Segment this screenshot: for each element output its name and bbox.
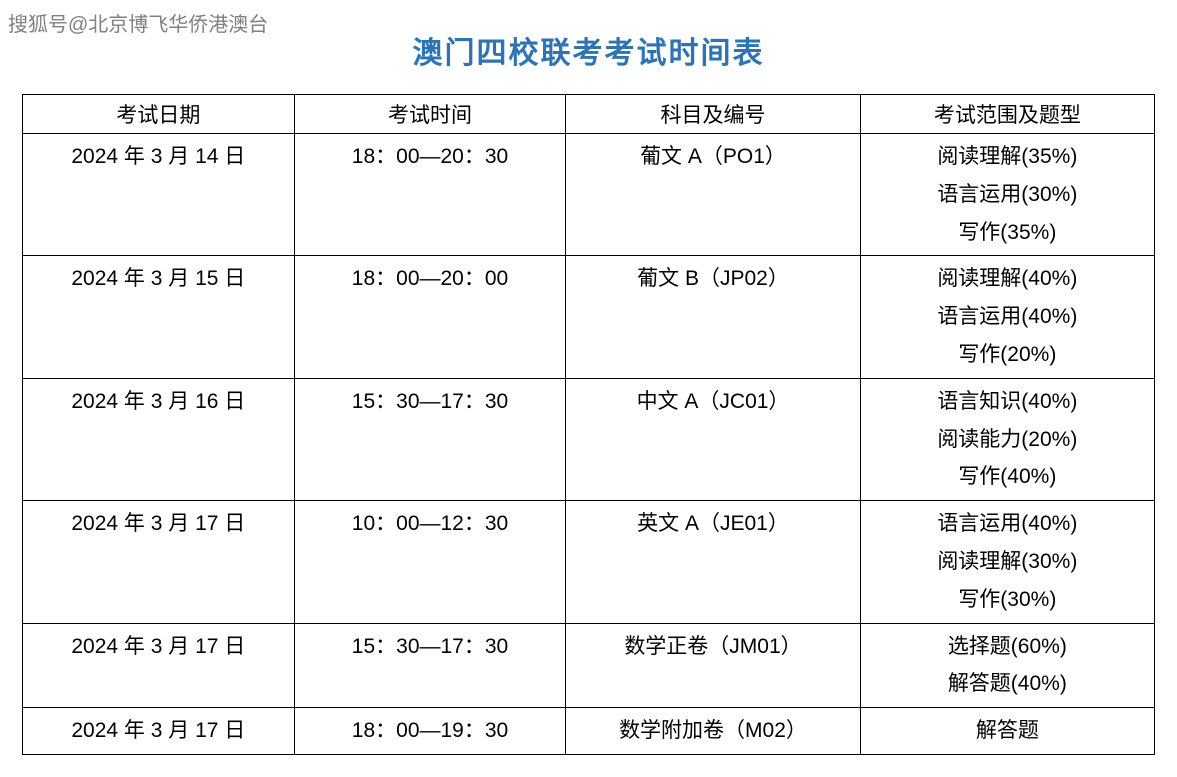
- cell-subject: 葡文 B（JP02）: [566, 256, 860, 378]
- cell-date: 2024 年 3 月 14 日: [23, 134, 295, 256]
- cell-subject: 数学正卷（JM01）: [566, 623, 860, 708]
- exam-schedule-table: 考试日期 考试时间 科目及编号 考试范围及题型 2024 年 3 月 14 日 …: [22, 94, 1155, 755]
- table-row: 2024 年 3 月 15 日 18：00—20：00 葡文 B（JP02） 阅…: [23, 256, 1155, 378]
- cell-subject: 中文 A（JC01）: [566, 378, 860, 500]
- watermark-text: 搜狐号@北京博飞华侨港澳台: [8, 8, 268, 37]
- cell-scope: 选择题(60%) 解答题(40%): [860, 623, 1154, 708]
- table-row: 2024 年 3 月 16 日 15：30—17：30 中文 A（JC01） 语…: [23, 378, 1155, 500]
- cell-time: 18：00—20：30: [294, 134, 566, 256]
- cell-scope: 语言知识(40%) 阅读能力(20%) 写作(40%): [860, 378, 1154, 500]
- header-subject: 科目及编号: [566, 95, 860, 134]
- table-container: 考试日期 考试时间 科目及编号 考试范围及题型 2024 年 3 月 14 日 …: [0, 94, 1177, 755]
- cell-scope: 语言运用(40%) 阅读理解(30%) 写作(30%): [860, 501, 1154, 623]
- header-time: 考试时间: [294, 95, 566, 134]
- cell-date: 2024 年 3 月 15 日: [23, 256, 295, 378]
- cell-subject: 数学附加卷（M02）: [566, 708, 860, 755]
- table-row: 2024 年 3 月 17 日 10：00—12：30 英文 A（JE01） 语…: [23, 501, 1155, 623]
- cell-time: 18：00—19：30: [294, 708, 566, 755]
- header-date: 考试日期: [23, 95, 295, 134]
- cell-date: 2024 年 3 月 16 日: [23, 378, 295, 500]
- table-header-row: 考试日期 考试时间 科目及编号 考试范围及题型: [23, 95, 1155, 134]
- cell-scope: 解答题: [860, 708, 1154, 755]
- cell-subject: 葡文 A（PO1）: [566, 134, 860, 256]
- table-row: 2024 年 3 月 14 日 18：00—20：30 葡文 A（PO1） 阅读…: [23, 134, 1155, 256]
- cell-date: 2024 年 3 月 17 日: [23, 623, 295, 708]
- cell-scope: 阅读理解(40%) 语言运用(40%) 写作(20%): [860, 256, 1154, 378]
- cell-time: 10：00—12：30: [294, 501, 566, 623]
- cell-time: 18：00—20：00: [294, 256, 566, 378]
- cell-time: 15：30—17：30: [294, 378, 566, 500]
- table-row: 2024 年 3 月 17 日 18：00—19：30 数学附加卷（M02） 解…: [23, 708, 1155, 755]
- cell-subject: 英文 A（JE01）: [566, 501, 860, 623]
- cell-scope: 阅读理解(35%) 语言运用(30%) 写作(35%): [860, 134, 1154, 256]
- cell-date: 2024 年 3 月 17 日: [23, 708, 295, 755]
- table-row: 2024 年 3 月 17 日 15：30—17：30 数学正卷（JM01） 选…: [23, 623, 1155, 708]
- header-scope: 考试范围及题型: [860, 95, 1154, 134]
- cell-time: 15：30—17：30: [294, 623, 566, 708]
- cell-date: 2024 年 3 月 17 日: [23, 501, 295, 623]
